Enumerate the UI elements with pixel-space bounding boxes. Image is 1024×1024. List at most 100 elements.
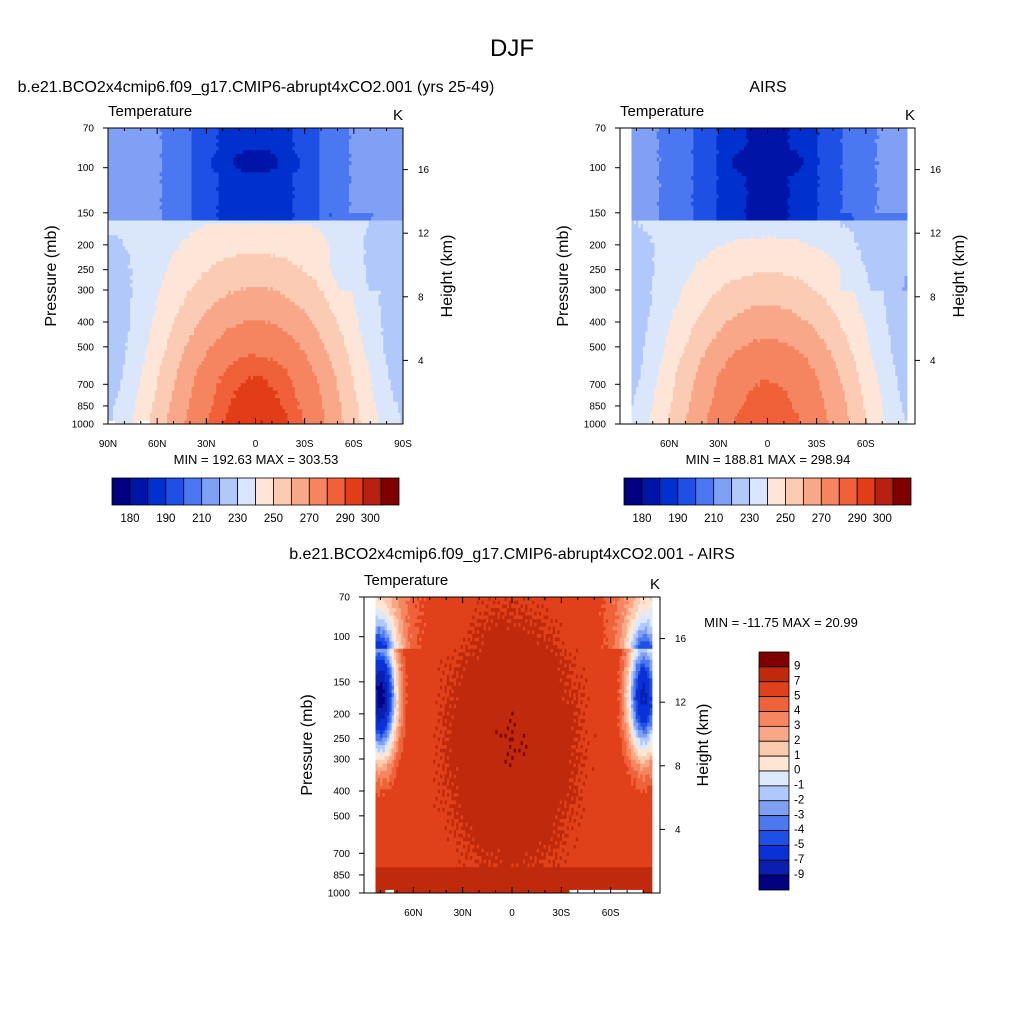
panel-obs-variable-label: Temperature — [620, 103, 704, 120]
panel-obs-units-label: K — [905, 107, 915, 124]
colorbar-swatch — [677, 477, 697, 506]
colorbar-swatch — [255, 477, 274, 506]
pressure-tick-label: 100 — [333, 632, 350, 643]
colorbar-swatch — [758, 681, 790, 698]
panel-diff: b.e21.BCO2x4cmip6.f09_g17.CMIP6-abrupt4x… — [289, 546, 858, 919]
pressure-tick-label: 70 — [595, 124, 607, 135]
pressure-tick-label: 150 — [77, 208, 94, 219]
pressure-tick-label: 300 — [77, 285, 94, 296]
colorbar-swatch — [758, 830, 790, 846]
colorbar-label: 180 — [120, 513, 139, 525]
colorbar-swatch — [758, 770, 790, 787]
pressure-tick-label: 400 — [589, 318, 606, 329]
colorbar-swatch — [856, 477, 876, 506]
height-tick-label: 4 — [675, 825, 681, 836]
pressure-tick-label: 70 — [83, 124, 95, 135]
colorbar-swatch — [308, 477, 328, 506]
panel-diff-title: b.e21.BCO2x4cmip6.f09_g17.CMIP6-abrupt4x… — [289, 546, 735, 563]
colorbar-label: 290 — [336, 513, 355, 525]
panel-obs: AIRS Temperature K 70 100 150 200 250 300 400 5… — [555, 79, 968, 525]
colorbar-swatch — [344, 477, 364, 506]
colorbar-label: -2 — [794, 794, 804, 806]
latitude-tick-label: 60N — [404, 908, 422, 919]
colorbar-swatch — [758, 651, 790, 668]
pressure-tick-label: 850 — [589, 401, 606, 412]
pressure-tick-label: 700 — [333, 849, 350, 860]
colorbar-swatch — [758, 844, 790, 861]
colorbar-label: 300 — [361, 513, 380, 525]
colorbar-swatch — [219, 477, 238, 506]
pressure-tick-label: 250 — [77, 265, 94, 276]
colorbar-swatch — [147, 477, 167, 506]
height-tick-label: 16 — [418, 165, 430, 176]
colorbar-label: 190 — [668, 513, 687, 525]
colorbar-label: 190 — [156, 513, 175, 525]
panel-obs-title: AIRS — [749, 79, 786, 96]
pressure-tick-label: 700 — [77, 380, 94, 391]
panel-obs-min-max: MIN = 188.81 MAX = 298.94 — [686, 452, 851, 467]
latitude-tick-label: 30S — [552, 908, 570, 919]
panel-obs-axes: 70 100 150 200 250 300 400 500 700 850 1000 4 8 12 16 6… — [584, 124, 942, 451]
colorbar-swatch — [758, 800, 790, 817]
colorbar-label: 210 — [192, 513, 211, 525]
colorbar-label: 1 — [794, 750, 800, 762]
colorbar-swatch — [758, 725, 790, 742]
height-tick-label: 4 — [418, 356, 424, 367]
colorbar-swatch — [802, 477, 822, 506]
latitude-tick-label: 60N — [148, 439, 166, 450]
latitude-tick-label: 90S — [394, 439, 412, 450]
height-tick-label: 8 — [675, 761, 681, 772]
colorbar-swatch — [758, 711, 790, 727]
colorbar-swatch — [892, 477, 912, 506]
colorbar-swatch — [362, 477, 382, 506]
colorbar-swatch — [273, 477, 292, 506]
colorbar-label: -3 — [794, 809, 804, 821]
colorbar-swatch — [749, 477, 768, 506]
colorbar-swatch — [201, 477, 221, 506]
height-tick-label: 12 — [675, 698, 687, 709]
colorbar-label: 180 — [632, 513, 651, 525]
colorbar-label: 230 — [740, 513, 759, 525]
panel-model: b.e21.BCO2x4cmip6.f09_g17.CMIP6-abrupt4x… — [18, 79, 495, 525]
panel-diff-contour-field — [364, 597, 660, 893]
figure-title: DJF — [490, 35, 534, 62]
panel-diff-variable-label: Temperature — [364, 572, 448, 589]
height-tick-label: 16 — [930, 165, 942, 176]
colorbar-swatch — [659, 477, 679, 506]
panel-model-colorbar: 180 190 210 230 250 270 290 300 — [111, 477, 400, 525]
pressure-tick-label: 250 — [589, 265, 606, 276]
pressure-tick-label: 850 — [77, 401, 94, 412]
panel-diff-y2label: Height (km) — [695, 704, 712, 787]
pressure-tick-label: 300 — [589, 285, 606, 296]
pressure-tick-label: 700 — [589, 380, 606, 391]
pressure-tick-label: 300 — [333, 754, 350, 765]
panel-diff-ylabel: Pressure (mb) — [299, 694, 316, 795]
panel-model-units-label: K — [393, 107, 403, 124]
colorbar-swatch — [758, 874, 790, 891]
panel-diff-colorbar: 9 7 5 4 3 2 1 0 -1 -2 -3 -4 -5 -7 -9 — [758, 651, 805, 891]
latitude-tick-label: 30N — [197, 439, 215, 450]
colorbar-label: 250 — [264, 513, 283, 525]
pressure-tick-label: 200 — [589, 240, 606, 251]
panel-model-contour-field — [108, 128, 403, 424]
colorbar-swatch — [129, 477, 149, 506]
pressure-tick-label: 400 — [333, 787, 350, 798]
colorbar-label: 4 — [794, 705, 801, 717]
height-tick-label: 8 — [930, 292, 936, 303]
pressure-tick-label: 150 — [333, 677, 350, 688]
panel-obs-ylabel: Pressure (mb) — [555, 225, 572, 326]
colorbar-label: 5 — [794, 690, 800, 702]
pressure-tick-label: 1000 — [328, 889, 351, 900]
colorbar-swatch — [111, 477, 131, 506]
colorbar-swatch — [326, 477, 346, 506]
latitude-tick-label: 60S — [345, 439, 363, 450]
colorbar-swatch — [838, 477, 858, 506]
pressure-tick-label: 1000 — [584, 420, 607, 431]
latitude-tick-label: 0 — [509, 908, 515, 919]
latitude-tick-label: 30S — [296, 439, 314, 450]
colorbar-label: 0 — [794, 765, 800, 777]
colorbar-swatch — [165, 477, 185, 506]
colorbar-swatch — [713, 477, 733, 506]
colorbar-swatch — [874, 477, 894, 506]
height-tick-label: 8 — [418, 292, 424, 303]
